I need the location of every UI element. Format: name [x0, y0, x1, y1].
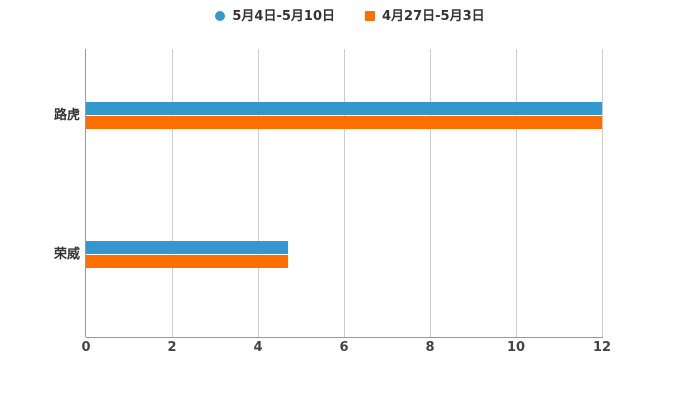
series-1-label: 5月4日-5月10日	[232, 8, 335, 24]
gridline-x-10	[516, 49, 517, 337]
bar-series1-荣威	[86, 241, 289, 254]
y-category-label-1: 路虎	[53, 107, 80, 123]
x-tick-label-0: 0	[81, 340, 91, 355]
gridline-x-8	[430, 49, 431, 337]
legend-item-week-previous[interactable]: 4月27日-5月3日	[365, 10, 485, 23]
gridline-x-4	[258, 49, 259, 337]
bar-series2-路虎	[86, 116, 602, 129]
gridline-x-2	[172, 49, 173, 337]
series-2-marker-icon	[365, 11, 375, 21]
chart-legend: 5月4日-5月10日 4月27日-5月3日	[0, 6, 700, 26]
y-category-label-2: 荣威	[53, 246, 80, 262]
x-tick-label-2: 2	[167, 340, 177, 355]
x-tick-label-4: 4	[253, 340, 263, 355]
bar-series2-荣威	[86, 255, 289, 268]
gridline-x-0	[85, 49, 86, 337]
series-1-marker-icon	[215, 11, 226, 21]
series-2-label: 4月27日-5月3日	[382, 8, 485, 24]
x-tick-label-8: 8	[425, 340, 435, 355]
x-axis-line	[86, 337, 603, 338]
bar-series1-路虎	[86, 102, 602, 115]
x-tick-label-12: 12	[592, 340, 612, 355]
x-tick-label-6: 6	[339, 340, 349, 355]
plot-area	[85, 49, 603, 337]
gridline-x-12	[602, 49, 603, 337]
x-tick-label-10: 10	[506, 340, 526, 355]
legend-item-week-current[interactable]: 5月4日-5月10日	[215, 10, 335, 23]
gridline-x-6	[344, 49, 345, 337]
